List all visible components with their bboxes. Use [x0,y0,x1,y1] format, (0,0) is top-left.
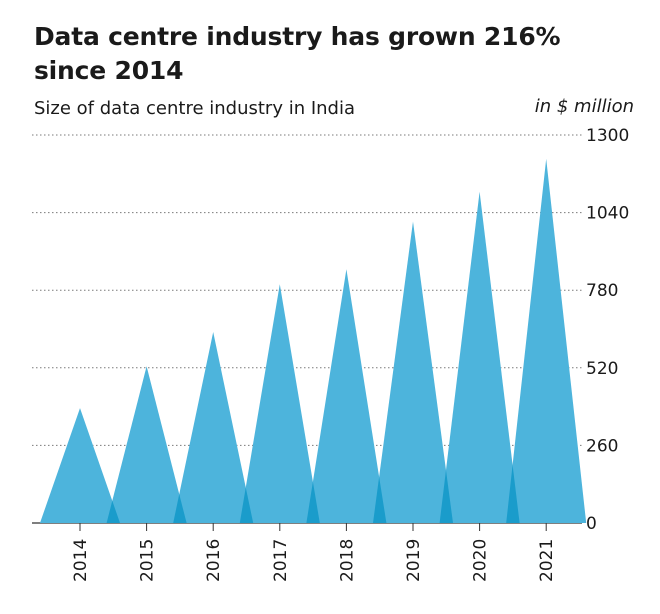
chart-title: Data centre industry has grown 216% sinc… [34,22,561,85]
x-tick-label: 2015 [138,539,158,582]
y-tick-label: 1300 [586,126,629,146]
data-peak [106,366,187,523]
x-tick-label: 2021 [537,539,557,582]
overlap-mark [373,476,387,523]
x-tick-label: 2019 [404,539,424,582]
y-tick-label: 1040 [586,204,629,224]
overlap-mark [306,481,320,523]
x-tick-label: 2014 [71,539,91,582]
y-axis: 0 260 520 780 1040 1300 [586,126,629,534]
data-peak [173,331,254,523]
overlap-mark [239,487,254,523]
y-tick-label: 520 [586,359,618,379]
x-axis: 2014 2015 2016 2017 2018 2019 2020 2021 [71,523,557,582]
data-peak [40,408,120,523]
overlap-mark [106,500,120,523]
y-tick-label: 260 [586,436,618,456]
data-peak [306,269,387,523]
data-peak [506,158,587,523]
data-peak [373,221,453,524]
overlap-mark [506,464,520,523]
overlap-mark [439,470,453,523]
overlap-marks [106,464,520,523]
x-tick-label: 2017 [271,539,291,582]
y-tick-label: 0 [586,514,597,534]
x-tick-label: 2018 [337,539,357,582]
chart-subtitle: Size of data centre industry in India [34,98,356,119]
data-peak [439,191,520,523]
data-marks [40,158,587,524]
x-tick-label: 2016 [204,539,224,582]
overlap-mark [173,494,187,523]
y-tick-label: 780 [586,281,618,301]
unit-label: in $ million [534,96,634,117]
x-tick-label: 2020 [471,539,491,582]
data-peak [239,284,320,523]
